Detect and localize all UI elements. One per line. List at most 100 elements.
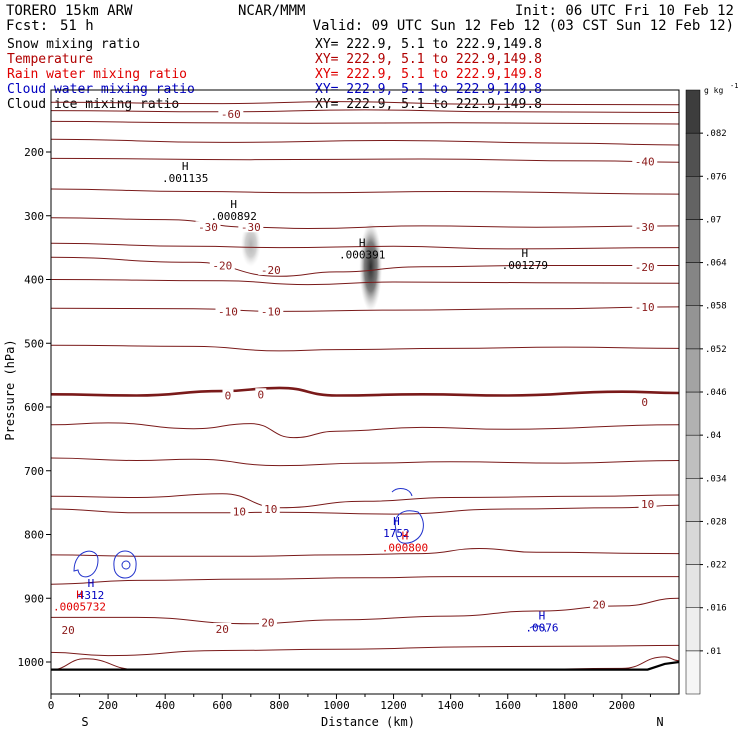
colorbar-segment xyxy=(685,521,701,565)
x-tick-label: 200 xyxy=(98,699,118,712)
x-axis-label: Distance (km) xyxy=(321,715,415,729)
colorbar-tick-label: .046 xyxy=(705,388,727,398)
temperature-label: -30 xyxy=(198,221,218,234)
maximum-mark: H xyxy=(359,236,366,249)
y-tick-label: 200 xyxy=(24,146,44,159)
colorbar-tick-label: .064 xyxy=(705,259,727,269)
snow-shading xyxy=(240,222,383,312)
maximum-value: .001279 xyxy=(502,259,548,272)
colorbar-tick-label: .082 xyxy=(705,129,727,139)
colorbar-tick-label: .04 xyxy=(705,431,721,441)
temperature-contour xyxy=(51,344,679,352)
temperature-contour xyxy=(51,188,679,195)
x-tick-label: 1200 xyxy=(380,699,407,712)
temperature-contour xyxy=(51,597,679,625)
x-tick-label: 1600 xyxy=(494,699,521,712)
temperature-label-bg xyxy=(632,221,658,233)
colorbar-tick-label: .058 xyxy=(705,302,727,312)
x-tick-label: 1400 xyxy=(437,699,464,712)
temperature-label: -20 xyxy=(635,261,655,274)
temperature-contour xyxy=(51,386,679,397)
y-tick-label: 700 xyxy=(24,465,44,478)
temperature-label-bg xyxy=(258,305,284,317)
y-tick-label: 800 xyxy=(24,529,44,542)
temperature-label-bg xyxy=(632,155,658,167)
cloud-water-contour xyxy=(391,488,413,497)
colorbar-segment xyxy=(685,348,701,393)
temperature-label: -20 xyxy=(212,259,232,272)
y-tick-label: 400 xyxy=(24,274,44,287)
cloud-water-contour xyxy=(73,550,99,578)
temperature-label-bg xyxy=(258,263,284,275)
cloud-water-contour xyxy=(529,625,547,633)
maximum-value: .000892 xyxy=(211,210,257,223)
model-title: TORERO 15km ARW xyxy=(6,3,133,19)
y-tick-label: 900 xyxy=(24,592,44,605)
temperature-label: 20 xyxy=(216,623,229,636)
maximum-value: .001135 xyxy=(162,172,208,185)
maximum-value: .0076 xyxy=(525,621,558,634)
colorbar-segment xyxy=(685,607,701,652)
temperature-contour xyxy=(51,120,679,125)
maximum-mark: H xyxy=(539,609,546,622)
temperature-contour xyxy=(51,109,679,113)
maximum-value: .000391 xyxy=(339,248,385,261)
maximum-mark: H xyxy=(393,515,400,528)
temperature-label-bg xyxy=(255,388,267,400)
temperature-label-bg xyxy=(632,300,658,312)
colorbar-segment xyxy=(685,650,701,695)
temperature-label: -40 xyxy=(635,156,655,169)
temperature-contour xyxy=(51,422,679,439)
colorbar-tick-label: .052 xyxy=(705,345,727,355)
x-tick-label: 800 xyxy=(269,699,289,712)
field-xy-range: XY= 222.9, 5.1 to 222.9,149.8 xyxy=(315,37,542,52)
temperature-label-bg xyxy=(213,622,232,634)
colorbar-tick-label: .034 xyxy=(705,474,727,484)
colorbar-segment xyxy=(685,391,701,436)
temperature-label: -10 xyxy=(218,305,238,318)
temperature-label-bg xyxy=(238,221,264,233)
temperature-contour xyxy=(51,279,679,286)
colorbar-tick-label: .076 xyxy=(705,172,727,182)
temperature-contour xyxy=(51,504,679,515)
x-tick-label: 1000 xyxy=(323,699,350,712)
cloud-water-contour xyxy=(113,550,137,579)
temperature-label-bg xyxy=(230,505,249,517)
temperature-label-bg xyxy=(209,259,235,271)
x-axis-left-end: S xyxy=(81,715,88,729)
maximum-mark: H xyxy=(402,530,409,543)
temperature-contour xyxy=(51,101,679,106)
colorbar-tick-label: .07 xyxy=(705,215,721,225)
snow-blob xyxy=(359,222,383,312)
valid-time: Valid: 09 UTC Sun 12 Feb 12 (03 CST Sun … xyxy=(313,18,734,34)
colorbar: .01 .016 .022 .028 .034 .04 .046 .052 .058 .064 .0… xyxy=(685,89,727,695)
temperature-contour xyxy=(51,138,679,146)
field-xy-range: XY= 222.9, 5.1 to 222.9,149.8 xyxy=(315,97,542,112)
temperature-label-bg xyxy=(632,260,658,272)
temperature-label: 10 xyxy=(233,506,246,519)
temperature-contour xyxy=(51,217,679,230)
x-tick-label: 2000 xyxy=(609,699,636,712)
terrain-surface xyxy=(51,660,680,671)
colorbar-segment xyxy=(685,176,701,220)
snow-blob xyxy=(240,222,261,267)
temperature-label: 10 xyxy=(264,503,277,516)
colorbar-tick-label: .022 xyxy=(705,561,727,571)
maximum-mark: H xyxy=(522,247,529,260)
maximum-value: 4312 xyxy=(78,589,105,602)
temperature-label: 0 xyxy=(225,390,232,403)
temperature-label-bg xyxy=(639,395,651,407)
field-name: Cloud ice mixing ratio xyxy=(7,97,179,112)
temperature-label: 20 xyxy=(261,616,274,629)
field-xy-range: XY= 222.9, 5.1 to 222.9,149.8 xyxy=(315,67,542,82)
colorbar-segment xyxy=(685,132,701,177)
maximum-mark: H xyxy=(76,588,83,601)
x-tick-label: 0 xyxy=(48,699,55,712)
colorbar-tick-label: .016 xyxy=(705,604,727,614)
temperature-contour xyxy=(51,306,679,312)
temperature-label: -10 xyxy=(635,301,655,314)
x-tick-label: 600 xyxy=(212,699,232,712)
y-tick-label: 600 xyxy=(24,401,44,414)
